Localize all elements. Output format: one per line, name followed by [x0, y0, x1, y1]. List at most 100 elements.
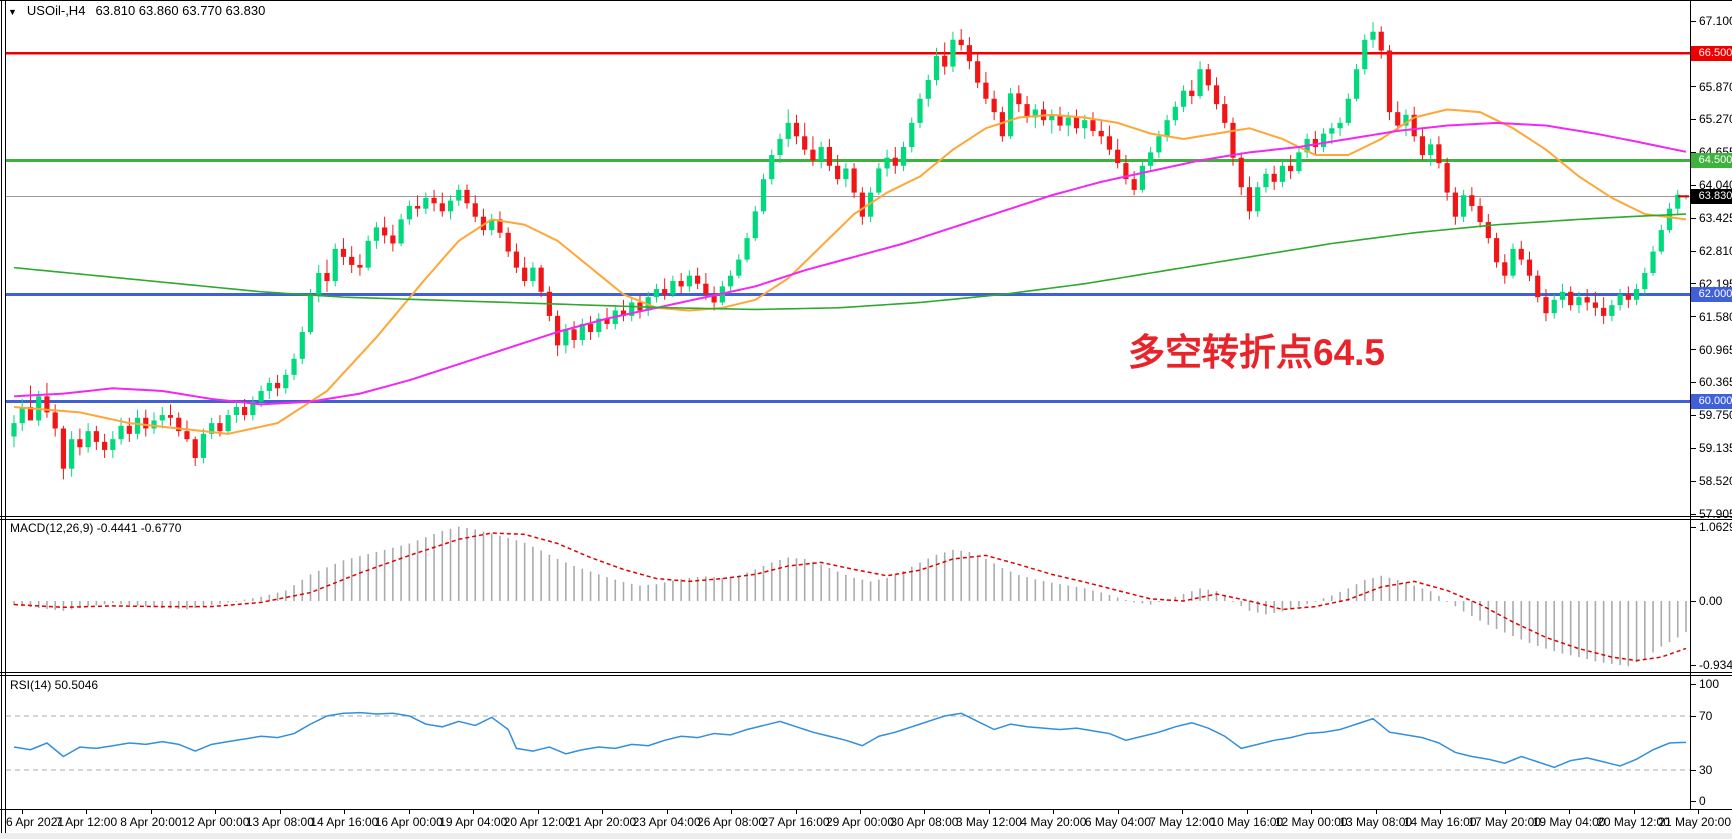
- macd-histogram-bar: [1462, 601, 1465, 612]
- time-label[interactable]: 6 Apr 2021: [6, 815, 65, 829]
- candle-down: [711, 294, 717, 303]
- macd-tick-label: -0.9347: [1699, 658, 1732, 672]
- macd-histogram-bar: [1067, 585, 1070, 601]
- macd-histogram-bar: [1158, 601, 1160, 603]
- candle-down: [1016, 93, 1022, 105]
- macd-histogram-bar: [342, 560, 345, 601]
- time-label[interactable]: 20 May 12:00: [1597, 815, 1670, 829]
- candle-up: [1049, 114, 1055, 121]
- time-label[interactable]: 30 Apr 08:00: [890, 815, 959, 829]
- time-label[interactable]: 3 May 12:00: [955, 815, 1022, 829]
- macd-histogram-bar: [457, 526, 460, 601]
- candle-up: [423, 197, 429, 209]
- macd-histogram-bar: [1413, 585, 1415, 601]
- time-tick: [215, 810, 217, 814]
- time-label[interactable]: 7 May 12:00: [1149, 815, 1216, 829]
- time-tick: [1569, 810, 1571, 814]
- macd-histogram-bar: [1676, 601, 1679, 638]
- time-label[interactable]: 21 Apr 20:00: [568, 815, 637, 829]
- macd-histogram-bar: [795, 558, 798, 601]
- symbol-dropdown-icon[interactable]: ▼: [8, 6, 17, 17]
- candle-up: [1461, 195, 1467, 217]
- candle-up: [1164, 120, 1170, 137]
- time-label[interactable]: 7 Apr 12:00: [55, 815, 118, 829]
- candle-down: [431, 197, 437, 204]
- macd-histogram-bar: [927, 558, 930, 601]
- time-label[interactable]: 14 Apr 16:00: [310, 815, 379, 829]
- candle-down: [1493, 238, 1500, 263]
- time-label[interactable]: 12 Apr 00:00: [181, 815, 250, 829]
- macd-histogram-bar: [62, 601, 65, 611]
- candle-up: [909, 122, 915, 147]
- candle-down: [1625, 294, 1631, 300]
- ma-fast-orange-line: [13, 108, 1687, 435]
- time-tick: [860, 810, 861, 814]
- candle-down: [1452, 192, 1458, 217]
- time-label[interactable]: 12 May 00:00: [1274, 815, 1348, 829]
- macd-histogram-bar: [1125, 599, 1127, 601]
- time-label[interactable]: 23 Apr 04:00: [632, 815, 701, 829]
- candle-up: [1576, 297, 1582, 306]
- macd-histogram-bar: [1429, 591, 1432, 601]
- macd-histogram-bar: [392, 547, 394, 601]
- time-tick: [795, 810, 797, 814]
- macd-panel-bottom-border[interactable]: [0, 672, 1732, 673]
- macd-tick-label: 1.0629: [1699, 520, 1732, 534]
- candle-down: [390, 235, 396, 244]
- macd-histogram-bar: [1471, 601, 1473, 617]
- time-label[interactable]: 16 Apr 00:00: [374, 815, 443, 829]
- candle-down: [1485, 222, 1491, 239]
- candle-down: [1106, 136, 1113, 150]
- time-label[interactable]: 13 May 08:00: [1339, 815, 1413, 829]
- macd-histogram-bar: [696, 577, 699, 601]
- time-tick: [1117, 810, 1119, 814]
- macd-histogram-bar: [1281, 601, 1284, 612]
- candle-up: [398, 219, 404, 244]
- time-label[interactable]: 20 Apr 12:00: [503, 815, 572, 829]
- time-label[interactable]: 29 Apr 00:00: [825, 815, 895, 829]
- macd-histogram-bar: [1668, 601, 1671, 643]
- macd-histogram-bar: [1503, 601, 1506, 633]
- macd-histogram-bar: [721, 577, 724, 601]
- time-label[interactable]: 13 Apr 08:00: [245, 815, 314, 829]
- macd-histogram-bar: [1265, 601, 1267, 615]
- time-label[interactable]: 27 Apr 16:00: [761, 815, 830, 829]
- macd-histogram-bar: [1306, 601, 1308, 604]
- level-price-badge: 62.000: [1691, 286, 1732, 302]
- time-label[interactable]: 8 Apr 20:00: [120, 815, 182, 829]
- time-label[interactable]: 17 May 20:00: [1468, 815, 1541, 829]
- time-tick: [473, 810, 475, 814]
- candle-up: [1353, 69, 1360, 99]
- macd-histogram-bar: [169, 601, 172, 609]
- time-label[interactable]: 10 May 16:00: [1210, 815, 1284, 829]
- rsi-panel-top-border[interactable]: [0, 675, 1732, 676]
- time-label[interactable]: 26 Apr 08:00: [697, 815, 766, 829]
- price-tick: [1690, 20, 1696, 22]
- time-tick: [279, 810, 281, 814]
- level-price-badge: 60.000: [1691, 394, 1732, 410]
- candle-down: [439, 203, 445, 212]
- time-label[interactable]: 14 May 16:00: [1403, 815, 1477, 829]
- candle-up: [1320, 133, 1327, 147]
- price-tick-label: 62.810: [1699, 244, 1732, 258]
- time-tick: [408, 810, 410, 814]
- macd-histogram-bar: [252, 598, 254, 601]
- macd-histogram-bar: [1018, 575, 1020, 601]
- macd-histogram-bar: [647, 584, 650, 601]
- time-label[interactable]: 21 May 20:00: [1658, 815, 1731, 829]
- time-label[interactable]: 19 Apr 04:00: [439, 815, 508, 829]
- time-label[interactable]: 6 May 04:00: [1084, 815, 1151, 829]
- macd-histogram-bar: [820, 564, 822, 601]
- candle-down: [1312, 138, 1318, 147]
- time-label[interactable]: 19 May 04:00: [1532, 815, 1606, 829]
- time-label[interactable]: 4 May 20:00: [1020, 815, 1087, 829]
- rsi-tick: [1690, 769, 1696, 771]
- macd-histogram-bar: [630, 583, 633, 601]
- candle-down: [242, 407, 248, 416]
- candle-down: [77, 439, 83, 448]
- price-tick-label: 58.520: [1699, 474, 1732, 489]
- macd-histogram-bar: [812, 561, 814, 601]
- candle-down: [1543, 297, 1549, 314]
- macd-histogram-bar: [556, 558, 559, 601]
